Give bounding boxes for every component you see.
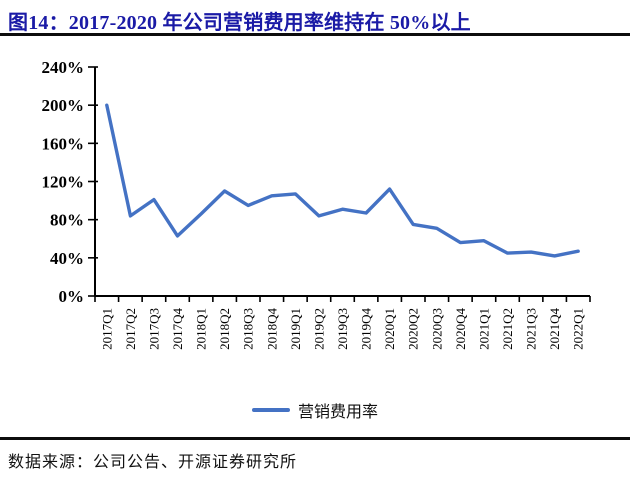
svg-text:2018Q1: 2018Q1: [194, 308, 209, 350]
svg-text:2017Q2: 2017Q2: [123, 308, 138, 350]
svg-text:240%: 240%: [42, 58, 85, 77]
svg-text:2020Q2: 2020Q2: [406, 308, 421, 350]
svg-text:2020Q1: 2020Q1: [382, 308, 397, 350]
svg-text:2017Q4: 2017Q4: [170, 308, 185, 350]
svg-text:2019Q1: 2019Q1: [288, 308, 303, 350]
data-source-note: 数据来源：公司公告、开源证券研究所: [8, 454, 298, 471]
chart-title: 图14：2017-2020 年公司营销费用率维持在 50%以上: [8, 12, 471, 34]
svg-text:2018Q4: 2018Q4: [264, 308, 279, 350]
chart-area: 0% 40% 80% 120% 160% 200% 240% 2017Q1 2017Q2 2017…: [0, 50, 630, 390]
title-divider: [0, 33, 630, 36]
svg-text:2021Q2: 2021Q2: [500, 308, 515, 350]
svg-text:2019Q2: 2019Q2: [311, 308, 326, 350]
svg-text:160%: 160%: [42, 134, 85, 153]
svg-text:120%: 120%: [42, 173, 85, 192]
svg-text:2019Q4: 2019Q4: [359, 308, 374, 350]
svg-text:2021Q4: 2021Q4: [547, 308, 562, 350]
svg-text:0%: 0%: [59, 287, 85, 306]
svg-text:2021Q1: 2021Q1: [476, 308, 491, 350]
line-chart: 0% 40% 80% 120% 160% 200% 240% 2017Q1 2017Q2 2017…: [42, 58, 591, 350]
svg-text:2017Q3: 2017Q3: [146, 308, 161, 350]
svg-text:2019Q3: 2019Q3: [335, 308, 350, 350]
svg-text:40%: 40%: [50, 249, 84, 268]
svg-text:2018Q2: 2018Q2: [217, 308, 232, 350]
svg-text:2022Q1: 2022Q1: [571, 308, 586, 350]
svg-text:2017Q1: 2017Q1: [99, 308, 114, 350]
legend-line-swatch: [251, 408, 290, 412]
svg-text:2020Q3: 2020Q3: [429, 308, 444, 350]
legend-series-label: 营销费用率: [297, 404, 378, 421]
svg-text:2020Q4: 2020Q4: [453, 308, 468, 350]
svg-text:2018Q3: 2018Q3: [241, 308, 256, 350]
svg-text:80%: 80%: [50, 211, 84, 230]
svg-text:2021Q3: 2021Q3: [524, 308, 539, 350]
chart-legend: 营销费用率: [0, 398, 630, 422]
footer-divider: [0, 437, 630, 440]
svg-text:200%: 200%: [42, 96, 85, 115]
